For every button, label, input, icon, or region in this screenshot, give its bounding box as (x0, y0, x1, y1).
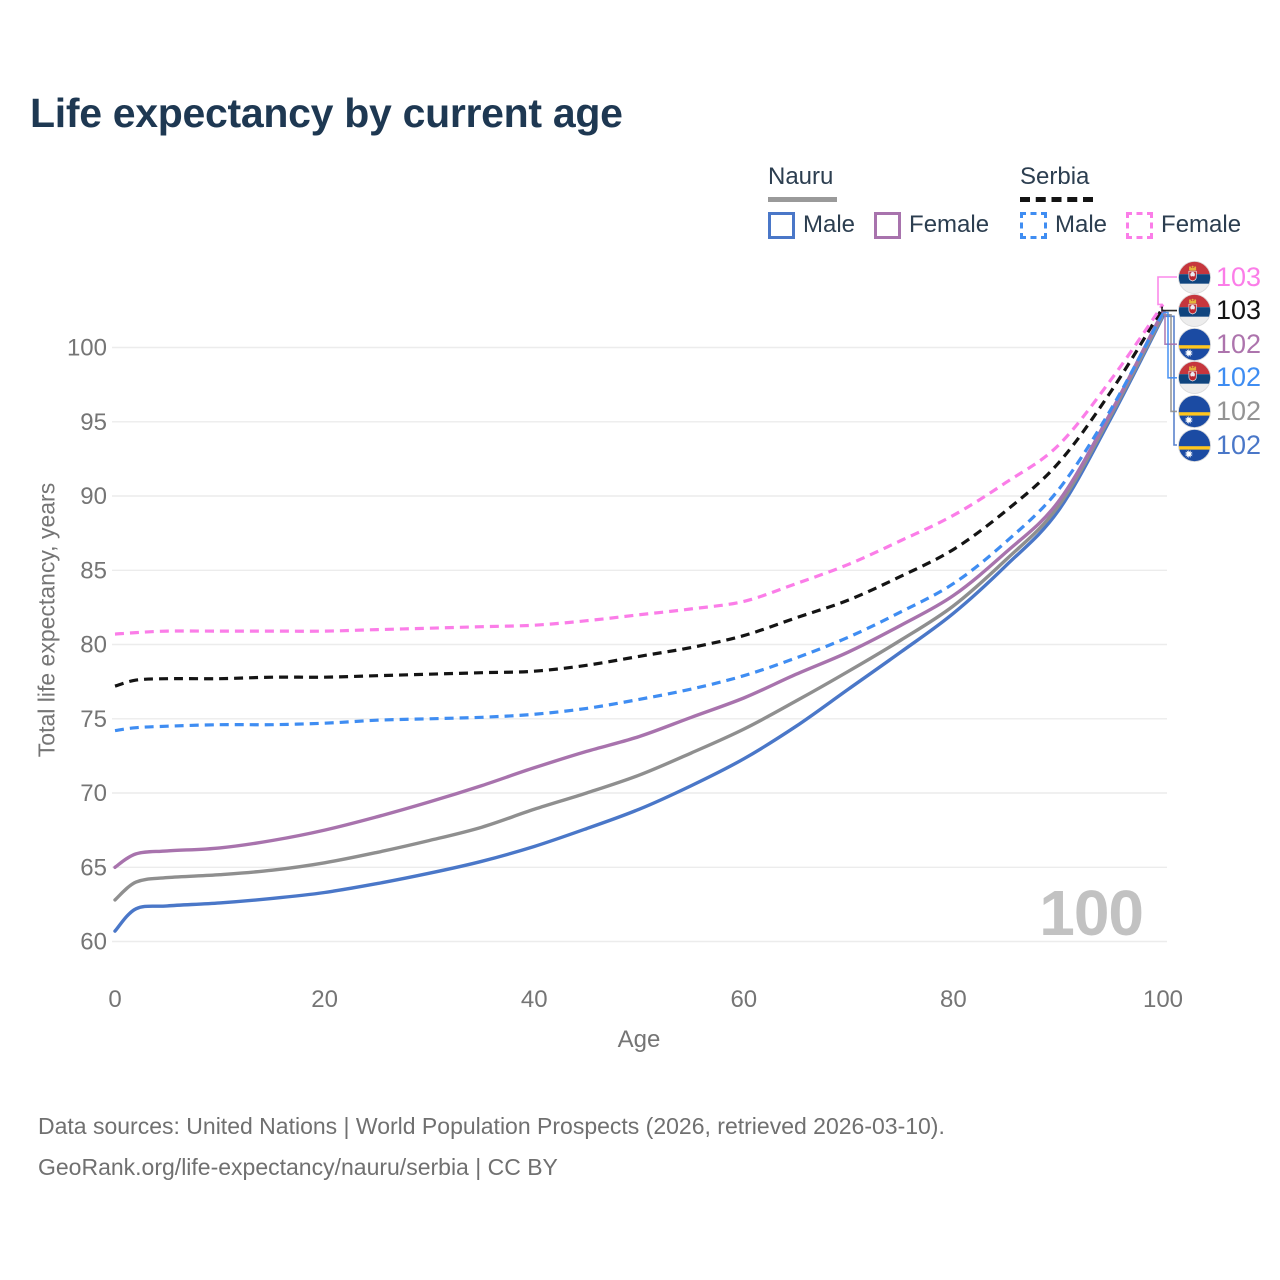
end-label-connector-serbia-both-sexes (1161, 306, 1177, 312)
y-tick-label: 70 (80, 780, 107, 807)
end-label-connector-nauru-both-sexes (1163, 314, 1177, 413)
footer: Data sources: United Nations | World Pop… (38, 1106, 945, 1188)
legend-item-label: Female (1161, 211, 1242, 238)
age-indicator-watermark: 100 (1039, 877, 1144, 949)
series-line-nauru-female[interactable] (113, 309, 1165, 869)
legend-item-nauru-male[interactable]: Male (768, 211, 855, 239)
legend-group-nauru: Nauru Male Female (768, 163, 989, 239)
y-tick-label: 100 (67, 335, 107, 362)
y-tick-label: 90 (80, 483, 107, 510)
series-line-serbia-female[interactable] (114, 303, 1165, 636)
end-value: 102 (1216, 429, 1262, 460)
end-label-serbia-3[interactable]: 102 (1178, 361, 1262, 395)
legend: Nauru Male Female Serbia Male (0, 163, 1280, 243)
legend-item-label: Male (1055, 211, 1108, 238)
serbia-flag-icon (1178, 260, 1211, 294)
y-tick-label: 80 (80, 632, 107, 659)
end-value: 103 (1216, 295, 1262, 326)
legend-item-label: Male (803, 211, 856, 238)
y-axis-title: Total life expectancy, years (33, 482, 60, 758)
legend-item-label: Female (909, 211, 990, 238)
nauru-flag-icon (1178, 327, 1211, 361)
nauru-flag-icon (1178, 428, 1211, 462)
nauru-female-swatch-icon (874, 211, 902, 239)
series-line-nauru-both-sexes[interactable] (113, 313, 1165, 902)
end-label-nauru-4[interactable]: 102 (1178, 394, 1262, 428)
legend-country-serbia[interactable]: Serbia (1020, 163, 1094, 202)
y-tick-label: 65 (80, 854, 107, 881)
x-tick-label: 80 (940, 986, 967, 1013)
serbia-female-swatch-icon (1126, 211, 1154, 239)
end-label-nauru-2[interactable]: 102 (1178, 327, 1262, 361)
end-value: 102 (1216, 362, 1262, 393)
end-value: 102 (1216, 328, 1262, 359)
y-tick-label: 95 (80, 409, 107, 436)
serbia-flag-icon (1178, 361, 1211, 395)
legend-items-serbia: Male Female (1020, 211, 1241, 239)
x-tick-label: 60 (730, 986, 757, 1013)
end-label-connector-serbia-female (1157, 276, 1177, 306)
y-tick-label: 60 (80, 929, 107, 956)
end-value: 103 (1216, 261, 1262, 292)
series-line-serbia-both-sexes[interactable] (114, 306, 1165, 688)
x-tick-label: 100 (1143, 986, 1183, 1013)
serbia-male-swatch-icon (1020, 211, 1047, 239)
end-label-serbia-1[interactable]: 103 (1178, 294, 1261, 327)
nauru-male-swatch-icon (768, 211, 795, 239)
footer-link: GeoRank.org/life-expectancy/nauru/serbia… (38, 1154, 558, 1180)
nauru-flag-icon (1178, 394, 1211, 428)
x-tick-label: 20 (311, 986, 338, 1013)
end-label-nauru-5[interactable]: 102 (1178, 428, 1262, 462)
x-tick-label: 0 (108, 986, 121, 1013)
series-line-serbia-male[interactable] (114, 311, 1165, 733)
legend-country-nauru[interactable]: Nauru (768, 163, 838, 202)
end-value: 102 (1216, 395, 1262, 426)
x-tick-label: 40 (521, 986, 548, 1013)
footer-sources: Data sources: United Nations | World Pop… (38, 1113, 945, 1139)
legend-group-serbia: Serbia Male Female (1020, 163, 1241, 239)
y-tick-label: 75 (80, 706, 107, 733)
legend-item-serbia-male[interactable]: Male (1020, 211, 1107, 239)
chart-title: Life expectancy by current age (30, 90, 623, 136)
serbia-flag-icon (1178, 294, 1211, 327)
x-axis-title: Age (617, 1026, 661, 1053)
legend-items-nauru: Male Female (768, 211, 989, 239)
end-label-serbia-0[interactable]: 103 (1178, 260, 1262, 294)
y-tick-label: 85 (80, 557, 107, 584)
legend-item-nauru-female[interactable]: Female (874, 211, 989, 239)
series-line-nauru-male[interactable] (113, 314, 1165, 933)
legend-item-serbia-female[interactable]: Female (1126, 211, 1241, 239)
end-label-connector-serbia-male (1163, 311, 1177, 379)
